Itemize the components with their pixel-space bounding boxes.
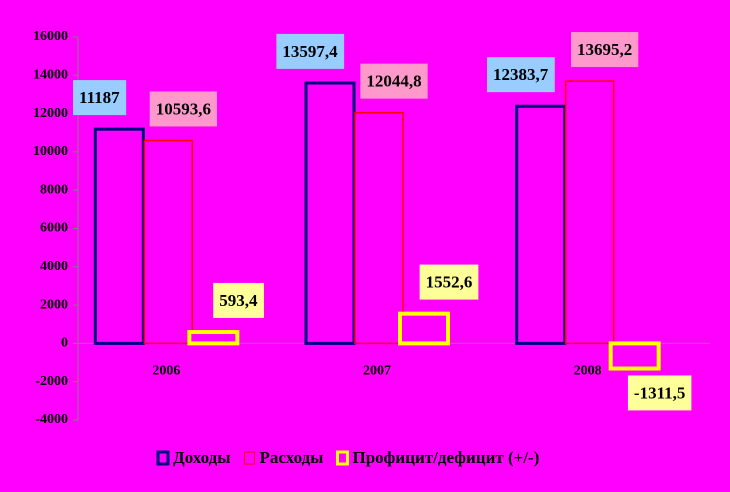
y-tick-label: -2000 [35, 374, 68, 389]
y-tick-label: -4000 [35, 412, 68, 427]
value-label: 1552,6 [426, 273, 473, 292]
value-label-bg [73, 80, 127, 116]
value-label: 12044,8 [366, 72, 421, 91]
value-label-bg [360, 63, 428, 99]
y-tick-label: 16000 [33, 29, 68, 44]
y-tick-label: 0 [61, 336, 68, 351]
bar [564, 80, 615, 345]
y-tick-label: 6000 [40, 221, 68, 236]
legend-swatch [335, 450, 349, 466]
bar [187, 330, 240, 346]
value-label-bg [213, 282, 264, 318]
value-label: 13597,4 [282, 42, 338, 61]
y-tick-label: 12000 [33, 106, 68, 121]
legend-label: Профицит/дефицит (+/-) [352, 448, 539, 467]
value-label-bg [487, 57, 555, 93]
legend-label: Доходы [173, 448, 231, 467]
value-label-bg [419, 264, 479, 300]
bar [354, 111, 404, 345]
value-label: -1311,5 [634, 383, 685, 402]
x-tick-label: 2007 [363, 364, 391, 379]
legend-label: Расходы [260, 448, 324, 467]
legend-swatch [156, 450, 170, 466]
y-tick-label: 8000 [40, 182, 68, 197]
y-tick-label: 14000 [33, 68, 68, 83]
bar [93, 127, 145, 345]
bar [304, 81, 356, 345]
value-label: 13695,2 [577, 40, 632, 59]
value-label: 11187 [79, 88, 120, 107]
bar [608, 341, 661, 371]
value-label-bg [627, 375, 692, 411]
value-label-bg [149, 91, 217, 127]
bar [143, 139, 194, 345]
bar [515, 104, 567, 345]
x-tick-label: 2008 [574, 364, 602, 379]
legend-swatch [244, 451, 256, 465]
y-tick-label: 4000 [40, 259, 68, 274]
bar [398, 311, 450, 346]
value-label: 593,4 [219, 291, 258, 310]
y-tick-label: 2000 [40, 297, 68, 312]
value-label-bg [571, 32, 639, 68]
value-label-bg [276, 33, 345, 69]
value-label: 12383,7 [493, 65, 549, 84]
x-tick-label: 2006 [152, 364, 180, 379]
y-tick-label: 10000 [33, 144, 68, 159]
value-label: 10593,6 [156, 99, 211, 118]
